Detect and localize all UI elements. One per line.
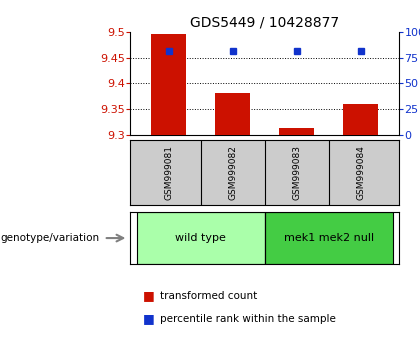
Text: mek1 mek2 null: mek1 mek2 null <box>284 233 374 243</box>
Title: GDS5449 / 10428877: GDS5449 / 10428877 <box>190 15 339 29</box>
Text: genotype/variation: genotype/variation <box>0 233 99 243</box>
Bar <box>265 212 393 264</box>
Text: percentile rank within the sample: percentile rank within the sample <box>160 314 336 324</box>
Text: GSM999083: GSM999083 <box>292 145 301 200</box>
Bar <box>136 212 265 264</box>
Bar <box>279 129 314 135</box>
Text: GSM999082: GSM999082 <box>228 145 237 200</box>
Bar <box>343 104 378 135</box>
Bar <box>215 93 250 135</box>
Bar <box>151 34 186 135</box>
Text: GSM999084: GSM999084 <box>356 145 365 200</box>
Text: transformed count: transformed count <box>160 291 257 301</box>
Text: ■: ■ <box>143 289 155 302</box>
Text: GSM999081: GSM999081 <box>164 145 173 200</box>
Text: wild type: wild type <box>175 233 226 243</box>
Text: ■: ■ <box>143 312 155 325</box>
